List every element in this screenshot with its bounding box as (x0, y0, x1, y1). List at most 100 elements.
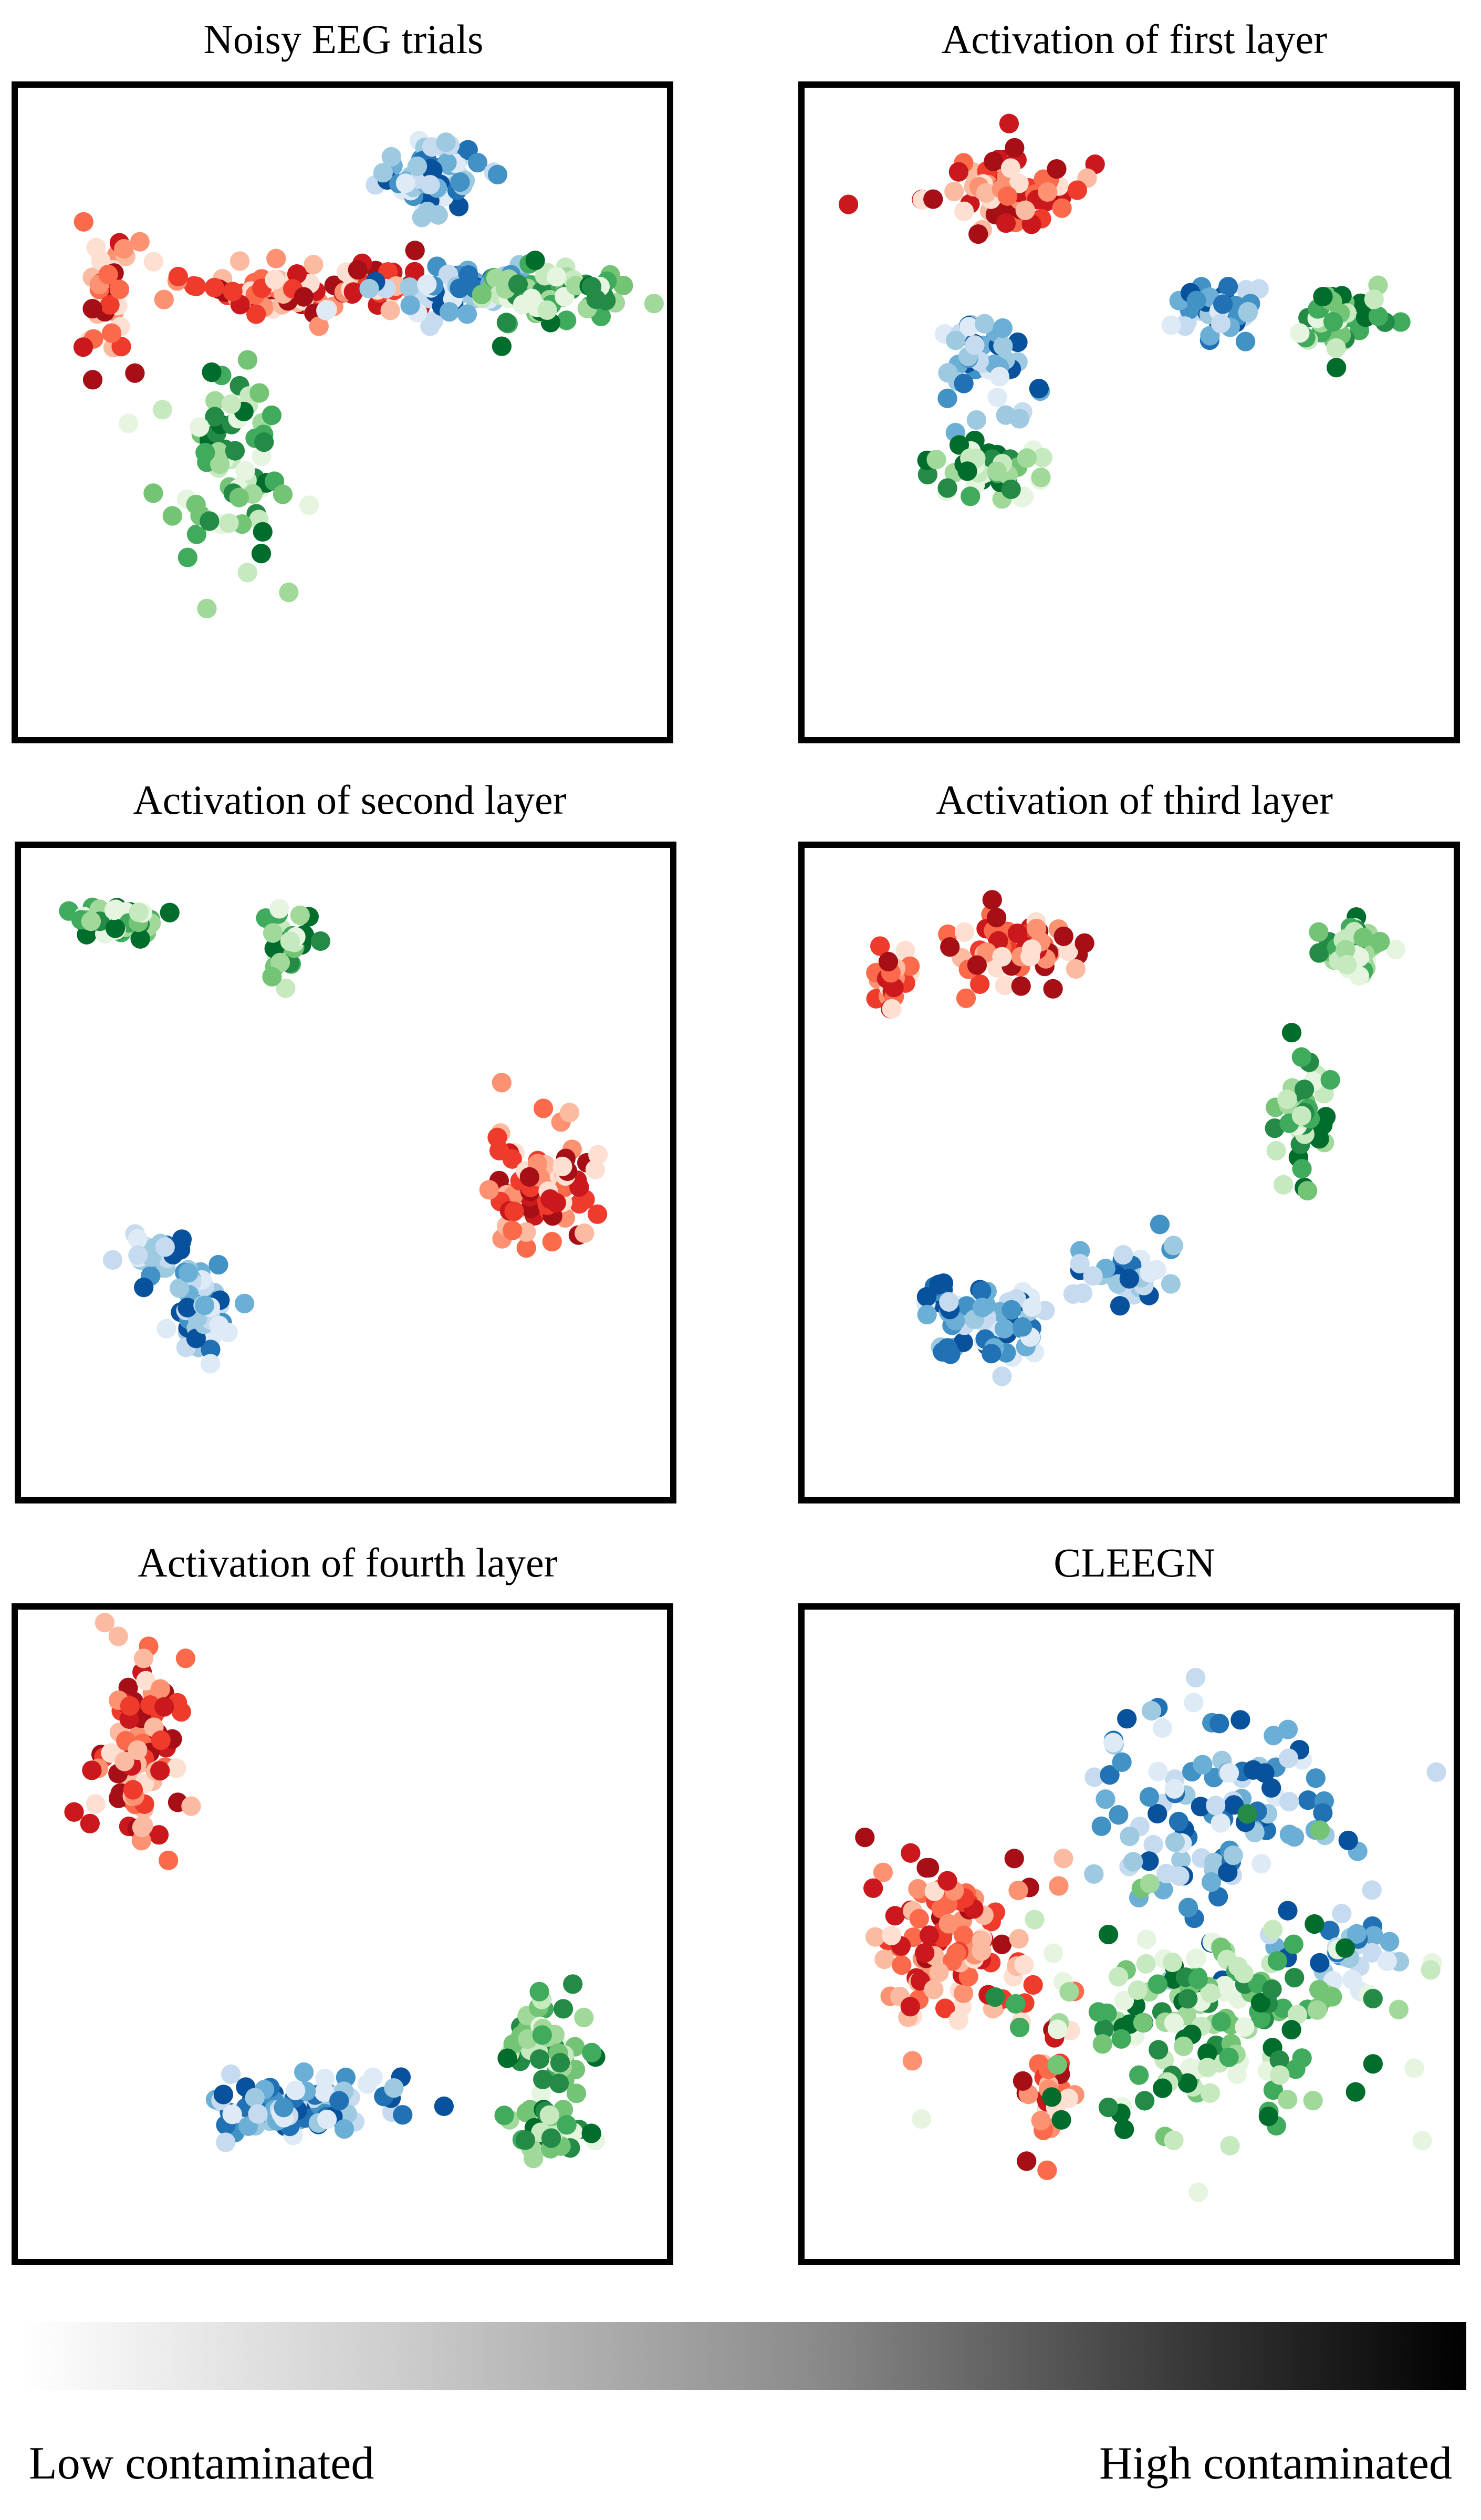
scatter-point (223, 282, 243, 302)
scatter-point (487, 164, 508, 185)
scatter-point (992, 1934, 1012, 1954)
scatter-point (1108, 1967, 1129, 1987)
scatter-point (458, 265, 478, 285)
scatter-point (575, 1223, 595, 1243)
scatter-point (1011, 976, 1031, 996)
scatter-point (1337, 955, 1357, 975)
scatter-point (919, 1858, 940, 1878)
scatter-point (221, 2064, 241, 2085)
scatter-point (178, 1298, 197, 1318)
scatter-point (496, 313, 516, 333)
scatter-point (1163, 1236, 1184, 1256)
scatter-point (1129, 2065, 1149, 2085)
scatter-point (937, 478, 957, 498)
scatter-point (1044, 1943, 1063, 1963)
scatter-point (989, 367, 1009, 387)
scatter-point (373, 163, 393, 183)
scatter-point (935, 1998, 955, 2018)
scatter-point (129, 902, 149, 922)
scatter-point (957, 461, 977, 481)
scatter-point (968, 224, 988, 244)
scatter-point (290, 905, 310, 925)
scatter-point (1201, 1872, 1222, 1892)
scatter-point (316, 300, 336, 320)
scatter-point (1049, 1876, 1069, 1896)
scatter-point (1294, 1080, 1315, 1100)
scatter-point (269, 899, 289, 919)
colorbar-low-label: Low contaminated (29, 2438, 374, 2489)
scatter-point (870, 936, 890, 956)
scatter-point (1290, 323, 1310, 343)
scatter-point (1211, 2011, 1232, 2032)
scatter-point (1031, 468, 1051, 488)
scatter-point (334, 2119, 354, 2139)
scatter-point (213, 2085, 234, 2104)
scatter-point (400, 277, 420, 297)
scatter-point (1316, 1107, 1336, 1127)
scatter-point (254, 432, 274, 452)
scatter-point (1063, 1284, 1083, 1304)
scatter-point (274, 2098, 294, 2118)
scatter-point (895, 940, 915, 960)
scatter-point (1114, 2119, 1134, 2140)
scatter-point (1421, 1960, 1441, 1980)
scatter-point (101, 323, 122, 343)
scatter-point (1291, 1047, 1311, 1067)
scatter-point (118, 413, 139, 433)
scatter-point (972, 1281, 992, 1301)
scatter-point (948, 2010, 968, 2030)
scatter-point (1111, 2029, 1131, 2049)
scatter-point (263, 923, 283, 943)
scatter-point (1262, 1979, 1282, 1999)
panel-title-5: Activation of fourth layer (138, 1540, 558, 1585)
scatter-point (537, 300, 557, 320)
scatter-point (1404, 2058, 1424, 2078)
scatter-point (1412, 2131, 1432, 2151)
scatter-point (581, 276, 602, 297)
scatter-point (954, 1925, 974, 1945)
scatter-point (916, 1287, 937, 1307)
scatter-point (1148, 1761, 1168, 1781)
scatter-point (948, 162, 968, 182)
scatter-point (450, 172, 470, 192)
scatter-point (1133, 2013, 1153, 2032)
scatter-point (102, 1250, 123, 1270)
scatter-point (933, 1342, 953, 1362)
scatter-point (992, 1366, 1012, 1386)
scatter-point (926, 450, 946, 470)
scatter-point (1141, 1700, 1162, 1721)
scatter-point (1370, 931, 1390, 952)
scatter-point (1066, 959, 1086, 979)
scatter-point (1313, 1803, 1333, 1823)
scatter-point (965, 335, 985, 355)
scatter-point (865, 1927, 885, 1947)
scatter-point (492, 1073, 512, 1093)
scatter-point (393, 2105, 413, 2125)
scatter-plot-2 (838, 113, 1411, 509)
scatter-point (1197, 2043, 1217, 2063)
scatter-point (529, 2049, 550, 2069)
scatter-point (1043, 979, 1063, 999)
scatter-point (539, 2105, 559, 2125)
scatter-point (201, 1340, 221, 1360)
scatter-point (299, 495, 319, 515)
scatter-point (64, 1802, 84, 1822)
scatter-point (1098, 1924, 1119, 1945)
scatter-point (195, 442, 215, 463)
scatter-point (1309, 922, 1329, 942)
scatter-point (838, 194, 859, 214)
scatter-point (1094, 2019, 1114, 2039)
scatter-point (1023, 1975, 1043, 1995)
scatter-point (1084, 1767, 1104, 1787)
scatter-point (168, 266, 189, 287)
scatter-point (1048, 2019, 1068, 2039)
scatter-point (114, 239, 134, 259)
scatter-point (82, 1760, 102, 1780)
scatter-point (1013, 1317, 1032, 1337)
scatter-point (1313, 286, 1333, 307)
scatter-point (181, 1796, 201, 1816)
scatter-point (489, 1140, 509, 1160)
scatter-point (1211, 1813, 1230, 1833)
scatter-point (407, 156, 427, 177)
scatter-point (1164, 1779, 1184, 1799)
